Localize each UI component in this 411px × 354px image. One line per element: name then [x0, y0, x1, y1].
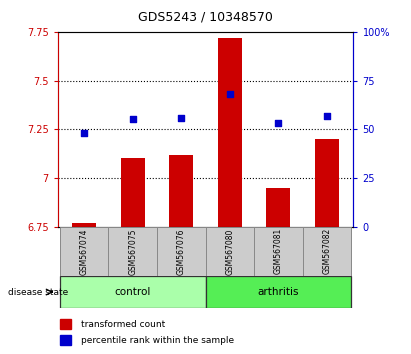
Point	[178, 115, 185, 120]
Bar	[120, 159, 145, 227]
FancyBboxPatch shape	[109, 227, 157, 276]
Text: GSM567082: GSM567082	[322, 228, 331, 274]
Bar	[72, 223, 96, 227]
Point	[323, 113, 330, 118]
Text: percentile rank within the sample: percentile rank within the sample	[81, 336, 234, 345]
Bar	[266, 188, 291, 227]
Text: GSM567075: GSM567075	[128, 228, 137, 275]
Text: GSM567074: GSM567074	[80, 228, 89, 275]
Text: arthritis: arthritis	[258, 287, 299, 297]
Text: disease state: disease state	[8, 287, 69, 297]
Bar	[60, 319, 71, 329]
Text: transformed count: transformed count	[81, 320, 165, 329]
Point	[275, 120, 282, 126]
FancyBboxPatch shape	[302, 227, 351, 276]
FancyBboxPatch shape	[206, 276, 351, 308]
Text: control: control	[115, 287, 151, 297]
Point	[81, 130, 88, 136]
FancyBboxPatch shape	[254, 227, 302, 276]
FancyBboxPatch shape	[157, 227, 206, 276]
Bar	[218, 38, 242, 227]
Text: GSM567081: GSM567081	[274, 228, 283, 274]
Point	[226, 91, 233, 97]
Text: GSM567080: GSM567080	[225, 228, 234, 275]
Text: GSM567076: GSM567076	[177, 228, 186, 275]
Text: GDS5243 / 10348570: GDS5243 / 10348570	[138, 11, 273, 24]
FancyBboxPatch shape	[60, 276, 206, 308]
FancyBboxPatch shape	[206, 227, 254, 276]
FancyBboxPatch shape	[60, 227, 109, 276]
Bar	[169, 154, 193, 227]
Bar	[315, 139, 339, 227]
Bar	[60, 335, 71, 345]
Point	[129, 116, 136, 122]
